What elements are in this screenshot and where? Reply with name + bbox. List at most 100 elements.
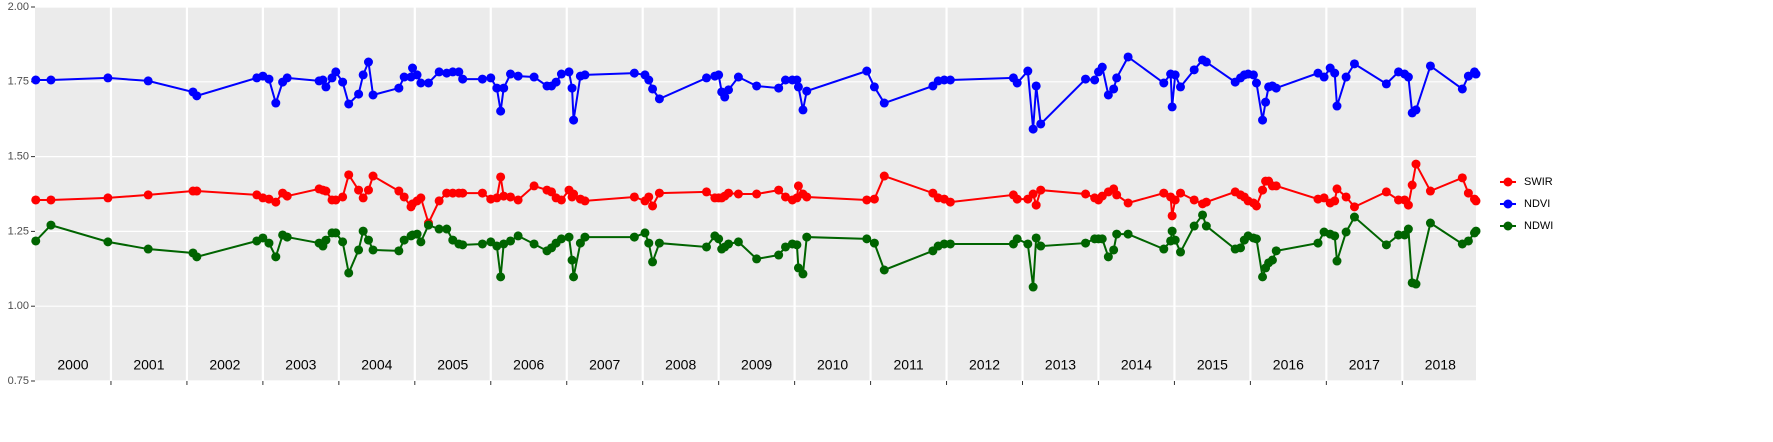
data-point (792, 75, 802, 85)
data-point (434, 67, 444, 77)
data-point (399, 192, 409, 202)
data-point (1189, 65, 1199, 75)
data-point (879, 265, 889, 275)
data-point (802, 232, 812, 242)
data-point (567, 255, 577, 265)
data-point (1341, 227, 1351, 237)
data-point (564, 67, 574, 77)
data-point (1425, 186, 1435, 196)
data-point (1236, 243, 1246, 253)
data-point (1258, 185, 1268, 195)
data-point (1407, 180, 1417, 190)
data-point (264, 194, 274, 204)
data-point (1251, 78, 1261, 88)
data-point (567, 83, 577, 93)
legend-label: NDWI (1524, 220, 1553, 232)
data-point (1258, 272, 1268, 282)
data-point (1036, 241, 1046, 251)
data-point (1251, 234, 1261, 244)
data-point (1381, 240, 1391, 250)
data-point (869, 194, 879, 204)
data-point (1159, 244, 1169, 254)
data-point (648, 201, 658, 211)
data-point (321, 235, 331, 245)
data-point (143, 76, 153, 86)
data-point (774, 185, 784, 195)
data-point (1167, 226, 1177, 236)
year-label: 2004 (361, 357, 392, 373)
data-point (331, 228, 341, 238)
data-point (1341, 192, 1351, 202)
data-point (1159, 78, 1169, 88)
data-point (648, 257, 658, 267)
data-point (551, 77, 561, 87)
data-point (368, 245, 378, 255)
data-point (354, 185, 364, 195)
data-point (103, 193, 113, 203)
data-point (1176, 247, 1186, 257)
data-point (654, 188, 664, 198)
data-point (338, 192, 348, 202)
data-point (702, 242, 712, 252)
data-point (1112, 73, 1122, 83)
data-point (31, 75, 41, 85)
data-point (499, 239, 509, 249)
data-point (394, 246, 404, 256)
data-point (1176, 188, 1186, 198)
data-point (781, 242, 791, 252)
data-point (945, 239, 955, 249)
data-point (399, 235, 409, 245)
data-point (1097, 62, 1107, 72)
data-point (477, 188, 487, 198)
data-point (879, 171, 889, 181)
data-point (1036, 185, 1046, 195)
data-point (644, 238, 654, 248)
data-point (1031, 200, 1041, 210)
data-point (1123, 52, 1133, 62)
data-point (724, 85, 734, 95)
year-label: 2018 (1425, 357, 1456, 373)
legend-marker (1503, 177, 1513, 187)
data-point (869, 82, 879, 92)
year-label: 2009 (741, 357, 772, 373)
data-point (408, 63, 418, 73)
data-point (496, 106, 506, 116)
data-point (31, 195, 41, 205)
y-tick-label: 2.00 (8, 1, 29, 13)
data-point (793, 82, 803, 92)
data-point (496, 172, 506, 182)
data-point (1198, 210, 1208, 220)
data-point (1471, 226, 1481, 236)
data-point (1112, 229, 1122, 239)
data-point (506, 69, 516, 79)
data-point (331, 195, 341, 205)
data-point (1349, 212, 1359, 222)
year-label: 2007 (589, 357, 620, 373)
data-point (331, 67, 341, 77)
data-point (477, 239, 487, 249)
data-point (629, 192, 639, 202)
year-label: 2000 (57, 357, 88, 373)
data-point (733, 72, 743, 82)
data-point (1170, 195, 1180, 205)
data-point (1271, 246, 1281, 256)
data-point (399, 72, 409, 82)
data-point (412, 229, 422, 239)
data-point (1012, 234, 1022, 244)
data-point (869, 238, 879, 248)
data-point (648, 84, 658, 94)
data-point (1090, 75, 1100, 85)
data-point (358, 70, 368, 80)
data-point (1028, 189, 1038, 199)
data-point (774, 250, 784, 260)
data-point (318, 75, 328, 85)
data-point (442, 224, 452, 234)
data-point (714, 70, 724, 80)
data-point (569, 189, 579, 199)
legend-marker (1503, 221, 1513, 231)
data-point (394, 83, 404, 93)
data-point (477, 74, 487, 84)
data-point (1031, 233, 1041, 243)
data-point (282, 232, 292, 242)
